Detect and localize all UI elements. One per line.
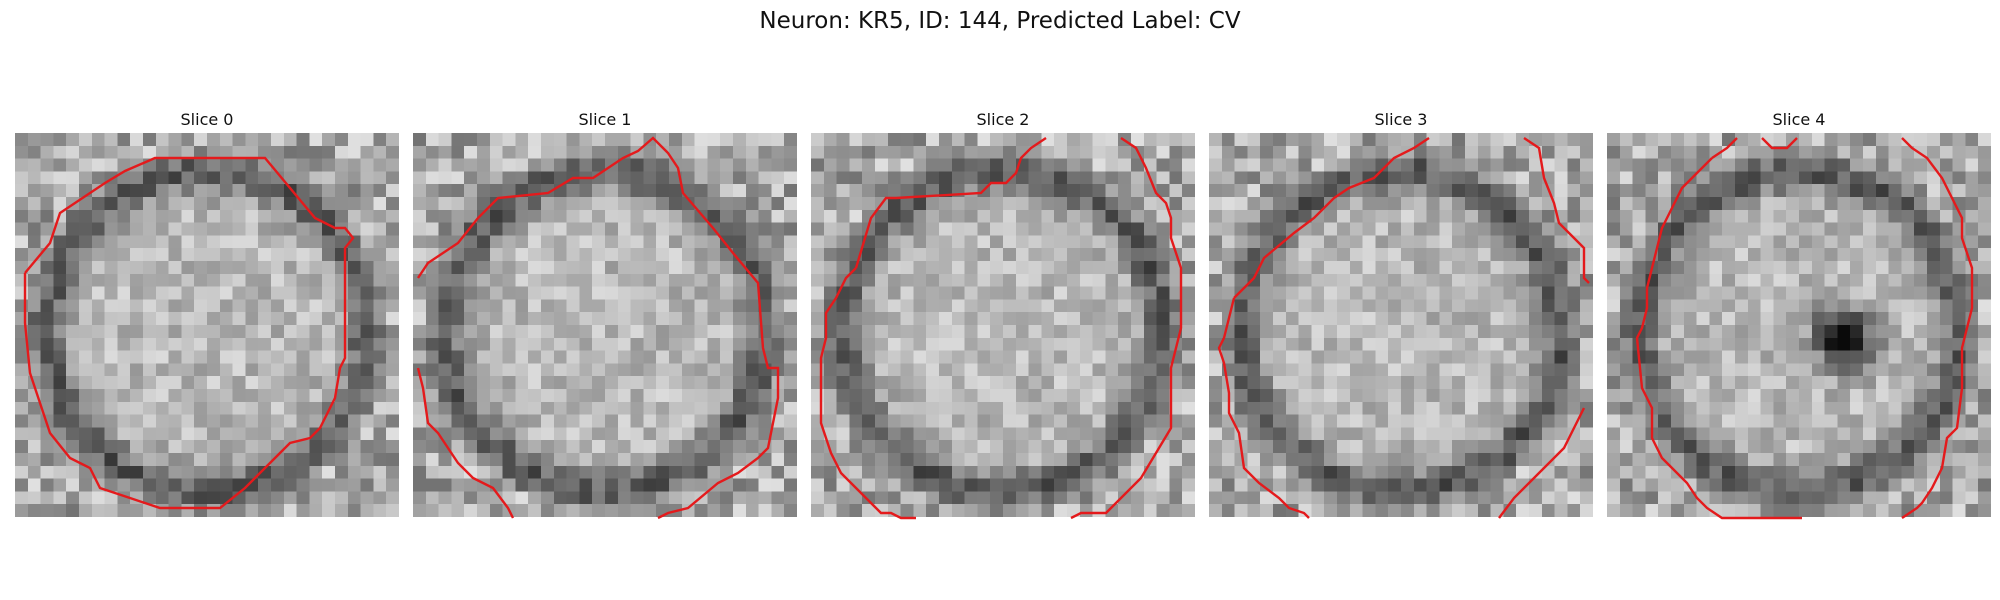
slice-panel-2: Slice 2: [811, 108, 1195, 520]
slice-title: Slice 2: [976, 110, 1030, 129]
slice-title: Slice 4: [1772, 110, 1826, 129]
contour-line: [1635, 157, 1802, 520]
contour-line: [23, 156, 355, 510]
slice-title: Slice 3: [1374, 110, 1428, 129]
slice-image: [413, 133, 797, 517]
contour-overlay: [23, 156, 355, 510]
contour-line: [1070, 137, 1183, 520]
slice-image: [1209, 133, 1593, 517]
slice-panel-0: Slice 0: [15, 108, 399, 517]
contour-line: [819, 267, 916, 520]
contour-overlay: [416, 136, 780, 520]
contour-line: [417, 136, 780, 520]
contour-overlay: [1635, 137, 1974, 520]
contour-line: [1523, 137, 1590, 284]
contour-line: [854, 137, 1047, 269]
slice-image: [811, 133, 1195, 517]
contour-line: [1761, 137, 1798, 150]
slice-image: [1607, 133, 1991, 517]
contour-line: [1711, 137, 1738, 159]
slice-title: Slice 1: [578, 110, 632, 129]
contour-line: [1217, 297, 1310, 519]
figure-title: Neuron: KR5, ID: 144, Predicted Label: C…: [759, 8, 1241, 34]
contour-line: [1233, 137, 1430, 299]
slice-panel-3: Slice 3: [1209, 108, 1593, 519]
slice-image: [15, 133, 399, 517]
slice-title: Slice 0: [180, 110, 234, 129]
slice-panel-4: Slice 4: [1607, 108, 1991, 520]
slice-panel-1: Slice 1: [413, 108, 797, 520]
contour-line: [1498, 407, 1586, 519]
contour-line: [416, 367, 515, 519]
contour-line: [1901, 137, 1974, 519]
contour-overlay: [1217, 137, 1590, 519]
contour-overlay: [819, 137, 1183, 520]
